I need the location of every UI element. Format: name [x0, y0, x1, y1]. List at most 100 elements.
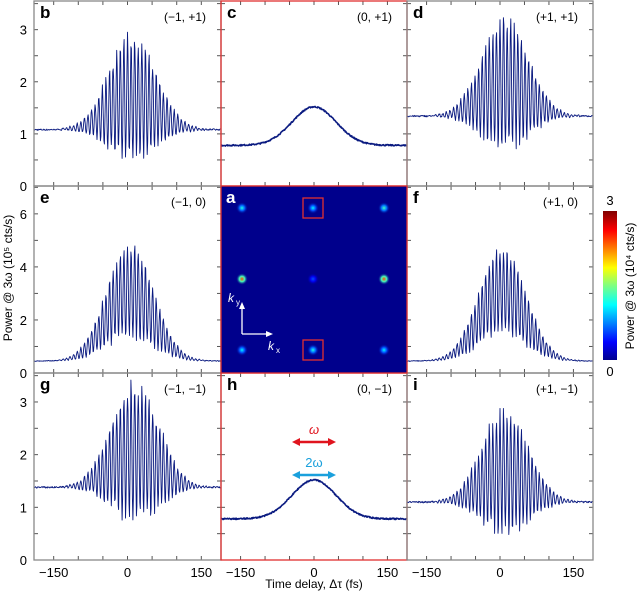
- panel-frame: [33, 0, 222, 187]
- panel-letter: b: [40, 3, 50, 22]
- kx-label: k: [268, 339, 275, 353]
- y-tick-label: 2: [20, 313, 27, 328]
- x-axis-label: Time delay, Δτ (fs): [265, 577, 362, 591]
- panel-cell: [407, 1, 593, 186]
- panel-letter: i: [413, 375, 418, 394]
- panel-cell: [407, 186, 593, 373]
- omega-label: ω: [309, 422, 319, 437]
- x-tick-label: 0: [310, 565, 317, 580]
- y-tick-label: 4: [20, 260, 27, 275]
- diffraction-spot: [307, 273, 319, 285]
- x-tick-label: 150: [377, 565, 399, 580]
- colorbar-gradient: [603, 211, 617, 360]
- panel-d: d (+1, +1): [406, 0, 594, 187]
- heatmap-panel-a: ak yk x: [220, 185, 408, 374]
- two-omega-arrowhead-right: [328, 471, 336, 479]
- diffraction-spot: [307, 202, 319, 214]
- diffraction-order-label: (0, +1): [357, 10, 392, 24]
- y-tick-label: 0: [20, 366, 27, 381]
- kx-subscript: x: [276, 346, 280, 355]
- x-tick-label: −150: [412, 565, 441, 580]
- y-tick-label: 3: [20, 23, 27, 38]
- trace-d: [406, 17, 594, 150]
- diffraction-order-label: (−1, −1): [164, 382, 206, 396]
- x-tick-label: 0: [496, 565, 503, 580]
- omega-arrowhead-right: [328, 438, 336, 446]
- y-tick-label: 1: [20, 500, 27, 515]
- panel-frame: [406, 372, 594, 561]
- panel-frame: [406, 185, 594, 374]
- heatmap-frame: [220, 185, 408, 374]
- selected-spot-box: [302, 197, 324, 219]
- panel-letter: d: [413, 3, 423, 22]
- selected-spot-box: [302, 339, 324, 361]
- x-tick-label: 150: [190, 565, 212, 580]
- kx-arrowhead: [266, 331, 273, 337]
- panel-cell: 0 1 2 3: [20, 1, 221, 194]
- colorbar-max-label: 3: [606, 193, 613, 208]
- diffraction-spot: [236, 344, 248, 356]
- diffraction-order-label: (−1, 0): [171, 195, 206, 209]
- panel-f: f (+1, 0): [406, 185, 594, 374]
- two-omega-arrowhead-left: [292, 471, 300, 479]
- panel-cell: −150 0 150: [221, 373, 407, 580]
- trace-g: [33, 379, 222, 521]
- trace-h: [220, 478, 408, 521]
- panel-cell: 0 2 4 6: [20, 186, 221, 381]
- polarization-legend: ω 2ω: [292, 422, 336, 479]
- panel-e: e (−1, 0): [33, 185, 222, 374]
- panel-i: i (+1, −1): [406, 372, 594, 561]
- panels: 0 1 2 3 0 2 4 6 0 1 2 3 −150 0 150 −150 0 150 −150 0 150 b (−1…: [20, 0, 594, 580]
- trace-f: [406, 249, 594, 362]
- panel-letter: c: [227, 3, 236, 22]
- diffraction-order-label: (+1, +1): [536, 10, 578, 24]
- panel-cell: 0 1 2 3 −150 0 150: [20, 373, 221, 580]
- y-tick-label: 0: [20, 553, 27, 568]
- panel-frame: [33, 185, 222, 374]
- diffraction-spot: [236, 273, 248, 285]
- ky-label: k: [228, 291, 235, 305]
- panel-c: c (0, +1): [220, 0, 408, 187]
- diffraction-spot: [307, 344, 319, 356]
- panel-letter: h: [227, 375, 237, 394]
- x-tick-label: 0: [124, 565, 131, 580]
- diffraction-order-label: (+1, −1): [536, 382, 578, 396]
- two-omega-label: 2ω: [305, 455, 322, 470]
- panel-letter: a: [226, 188, 236, 207]
- colorbar-min-label: 0: [606, 364, 613, 379]
- ky-arrowhead: [239, 302, 245, 309]
- x-tick-label: −150: [39, 565, 68, 580]
- diffraction-spot: [378, 344, 390, 356]
- y-axis-label: Power @ 3ω (10⁵ cts/s): [1, 215, 15, 342]
- y-tick-label: 0: [20, 179, 27, 194]
- y-tick-label: 6: [20, 207, 27, 222]
- x-tick-label: 150: [563, 565, 585, 580]
- panel-letter: e: [40, 188, 49, 207]
- panel-cell: [221, 1, 407, 186]
- panel-frame: [220, 0, 408, 187]
- diffraction-spot: [236, 202, 248, 214]
- trace-c: [220, 105, 408, 147]
- ky-subscript: y: [236, 298, 240, 307]
- panel-letter: f: [413, 188, 419, 207]
- omega-arrowhead-left: [292, 438, 300, 446]
- colorbar-label: Power @ 3ω (10⁴ cts/s): [623, 223, 637, 350]
- y-tick-label: 2: [20, 75, 27, 90]
- y-tick-label: 3: [20, 395, 27, 410]
- panel-letter: g: [40, 375, 50, 394]
- x-tick-label: −150: [226, 565, 255, 580]
- diffraction-spot: [378, 273, 390, 285]
- trace-e: [34, 245, 221, 362]
- panel-b: b (−1, +1): [33, 0, 222, 187]
- y-tick-label: 1: [20, 127, 27, 142]
- diffraction-order-label: (+1, 0): [543, 195, 578, 209]
- diffraction-order-label: (−1, +1): [164, 10, 206, 24]
- trace-b: [33, 31, 222, 159]
- panel-g: g (−1, −1): [33, 372, 222, 561]
- trace-i: [406, 407, 594, 535]
- diffraction-spot: [378, 202, 390, 214]
- diffraction-order-label: (0, −1): [357, 382, 392, 396]
- y-tick-label: 2: [20, 448, 27, 463]
- panel-cell: −150 0 150: [407, 373, 593, 580]
